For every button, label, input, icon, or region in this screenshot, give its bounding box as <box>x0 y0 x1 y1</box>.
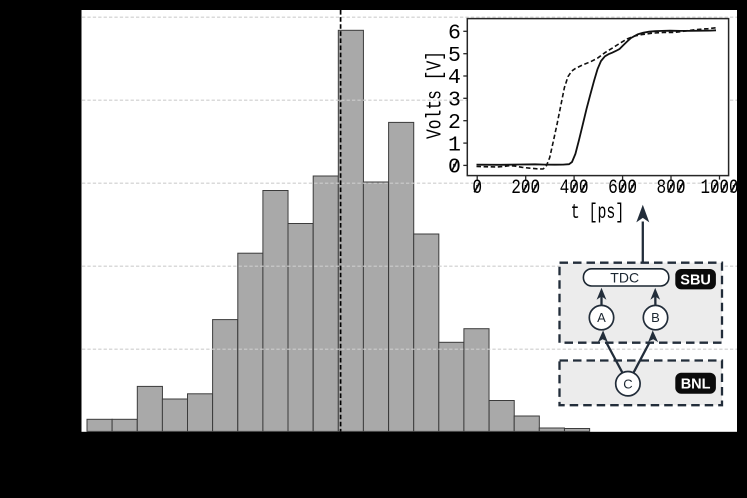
svg-text:4: 4 <box>448 66 461 90</box>
svg-text:BNL: BNL <box>681 376 711 392</box>
svg-text:A: A <box>597 310 606 325</box>
svg-text:3: 3 <box>448 89 461 113</box>
svg-text:5: 5 <box>448 44 461 68</box>
svg-text:1: 1 <box>448 133 461 157</box>
svg-text:TDC: TDC <box>610 269 639 285</box>
svg-text:Volts [V]: Volts [V] <box>424 51 448 139</box>
svg-text:2: 2 <box>448 111 461 135</box>
svg-text:B: B <box>651 310 660 325</box>
svg-text:t [ps]: t [ps] <box>571 201 625 225</box>
svg-text:SBU: SBU <box>680 272 711 288</box>
svg-text:1000: 1000 <box>701 177 739 200</box>
svg-text:6: 6 <box>448 22 461 46</box>
svg-text:C: C <box>623 376 632 391</box>
